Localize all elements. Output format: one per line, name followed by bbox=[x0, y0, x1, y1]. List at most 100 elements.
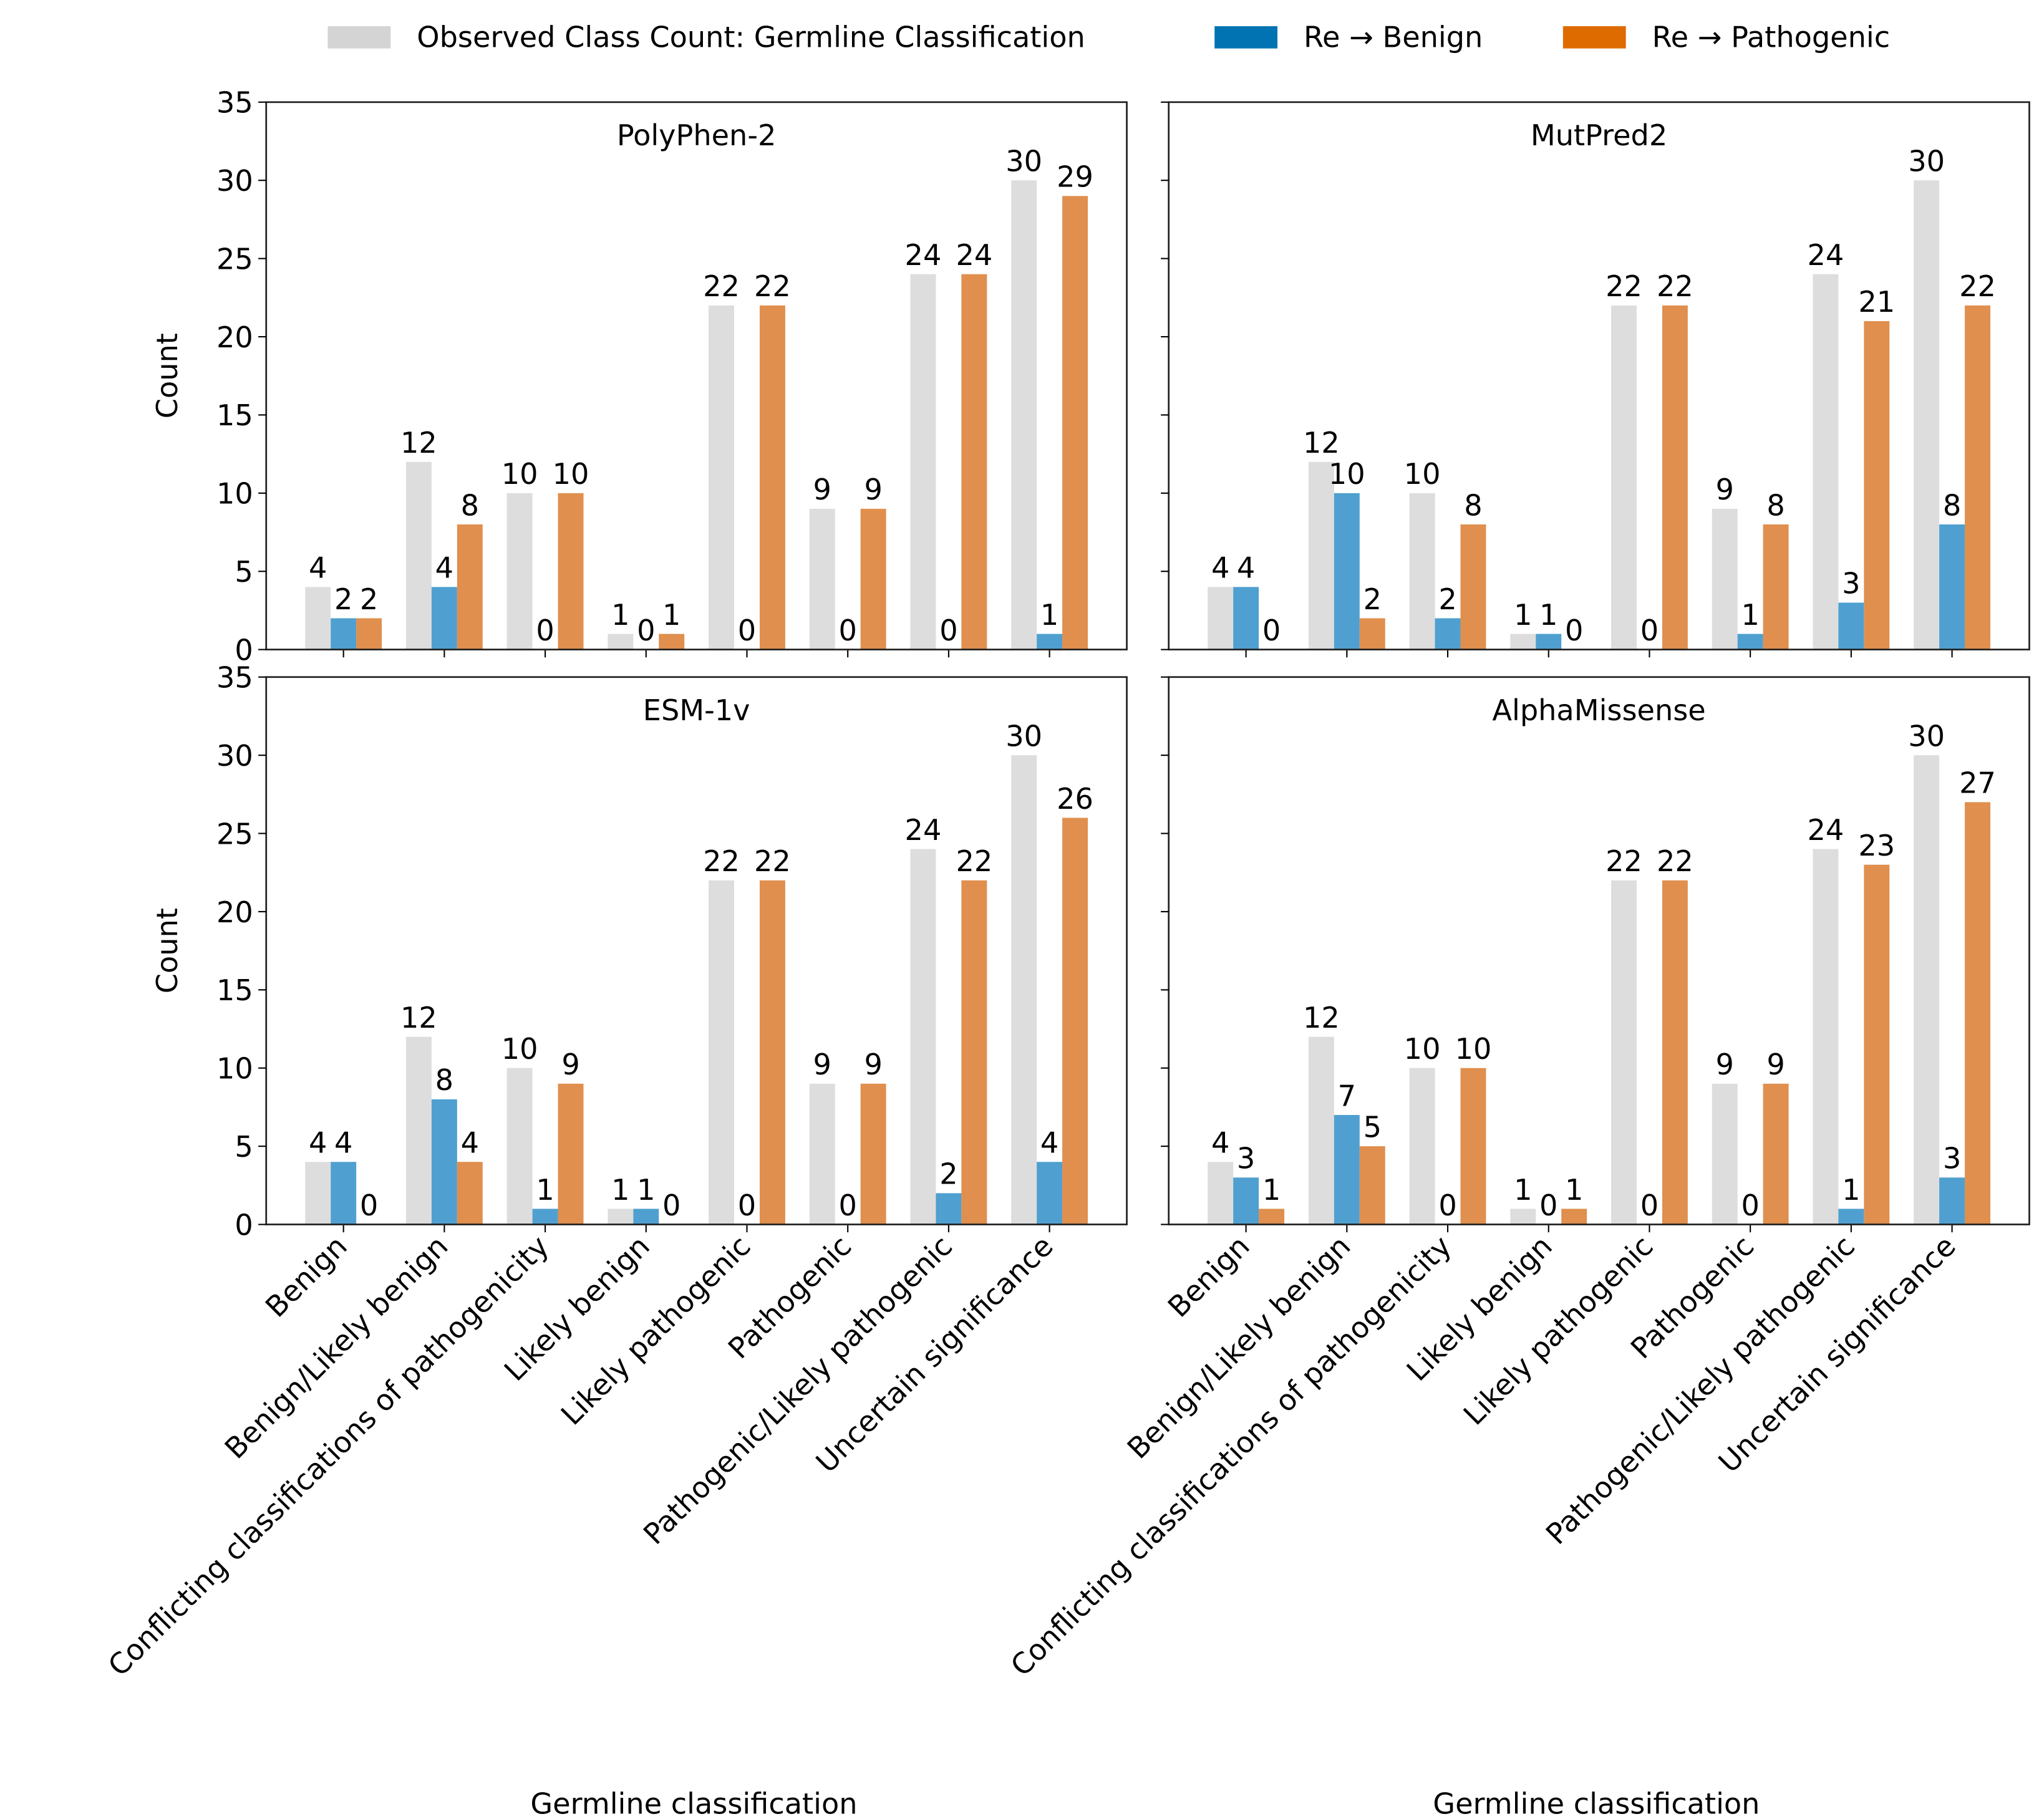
bar-value-label: 30 bbox=[1005, 719, 1042, 753]
bar bbox=[709, 305, 735, 650]
bar bbox=[1359, 618, 1385, 650]
bar bbox=[961, 880, 987, 1225]
bar bbox=[1838, 1209, 1864, 1225]
bar-value-label: 8 bbox=[435, 1063, 453, 1097]
bar-value-label: 0 bbox=[939, 614, 957, 647]
bar bbox=[1561, 1209, 1587, 1225]
bar-value-label: 4 bbox=[1040, 1126, 1058, 1160]
panel-title: PolyPhen-2 bbox=[617, 118, 776, 152]
legend-swatch bbox=[1562, 26, 1626, 49]
bar-value-label: 9 bbox=[1766, 1048, 1785, 1081]
y-tick-label: 30 bbox=[216, 739, 253, 773]
bar bbox=[1233, 1177, 1259, 1225]
bar bbox=[608, 634, 634, 650]
bar-value-label: 27 bbox=[1959, 766, 1996, 800]
y-tick-label: 15 bbox=[216, 973, 253, 1007]
bar bbox=[910, 849, 936, 1225]
bar-value-label: 0 bbox=[1565, 614, 1583, 647]
bar bbox=[506, 1068, 533, 1225]
bar bbox=[1914, 755, 1940, 1225]
bar bbox=[1259, 1209, 1285, 1225]
bar-value-label: 9 bbox=[1715, 1048, 1733, 1081]
bar-value-label: 22 bbox=[1959, 269, 1996, 303]
bar bbox=[1737, 634, 1763, 650]
x-tick-label: Benign bbox=[1161, 1229, 1256, 1324]
axes-frame bbox=[265, 676, 1128, 1225]
bar-value-label: 10 bbox=[1329, 457, 1365, 491]
bar bbox=[1308, 461, 1334, 650]
legend-label: Observed Class Count: Germline Classific… bbox=[417, 21, 1085, 54]
bar bbox=[633, 1209, 659, 1225]
bar-value-label: 22 bbox=[703, 844, 740, 878]
bar-value-label: 1 bbox=[1514, 598, 1532, 632]
bar bbox=[936, 1193, 962, 1225]
bar bbox=[457, 1162, 483, 1225]
bar-value-label: 0 bbox=[536, 614, 554, 647]
bar-value-label: 8 bbox=[461, 488, 479, 522]
bar bbox=[558, 493, 584, 650]
bar bbox=[1208, 587, 1234, 650]
bar bbox=[305, 1162, 331, 1225]
bar-value-label: 0 bbox=[1438, 1189, 1456, 1222]
bar-value-label: 30 bbox=[1908, 145, 1945, 178]
bar-value-label: 0 bbox=[838, 1189, 856, 1222]
bar-value-label: 2 bbox=[334, 582, 352, 616]
bar bbox=[1914, 180, 1940, 650]
y-tick-label: 35 bbox=[216, 86, 253, 120]
bar-value-label: 4 bbox=[334, 1126, 352, 1160]
bar-value-label: 12 bbox=[400, 1001, 437, 1035]
bar bbox=[1864, 321, 1890, 650]
bar-value-label: 10 bbox=[1404, 457, 1441, 491]
bar-value-label: 24 bbox=[956, 238, 992, 272]
y-tick-label: 15 bbox=[216, 398, 253, 432]
bar bbox=[759, 305, 785, 650]
bar-value-label: 0 bbox=[662, 1189, 681, 1222]
axes-frame bbox=[1168, 101, 2030, 651]
bar-value-label: 1 bbox=[1262, 1173, 1281, 1207]
y-tick-label: 25 bbox=[216, 242, 253, 276]
bar bbox=[860, 1083, 886, 1225]
bar bbox=[1409, 493, 1435, 650]
bar-value-label: 24 bbox=[905, 813, 942, 847]
bar bbox=[331, 618, 357, 650]
bar bbox=[405, 461, 432, 650]
bar-value-label: 9 bbox=[561, 1048, 579, 1081]
bar bbox=[1334, 1115, 1360, 1225]
y-tick-label: 30 bbox=[216, 164, 253, 198]
legend-swatch bbox=[1214, 26, 1278, 49]
y-axis-label: Count bbox=[150, 908, 184, 993]
bar bbox=[1037, 1162, 1063, 1225]
y-tick-label: 5 bbox=[235, 1130, 253, 1164]
bar-value-label: 0 bbox=[1262, 614, 1281, 647]
bar-value-label: 1 bbox=[1040, 598, 1058, 632]
bar bbox=[331, 1162, 357, 1225]
bar-value-label: 1 bbox=[1539, 598, 1557, 632]
y-tick-label: 20 bbox=[216, 321, 253, 354]
bar bbox=[1233, 587, 1259, 650]
bar bbox=[1611, 880, 1637, 1225]
bar-value-label: 0 bbox=[838, 614, 856, 647]
bar-value-label: 0 bbox=[1539, 1189, 1557, 1222]
bar-value-label: 5 bbox=[1363, 1110, 1382, 1144]
bar-value-label: 9 bbox=[813, 1048, 831, 1081]
bar bbox=[1510, 1209, 1536, 1225]
y-tick-label: 10 bbox=[216, 477, 253, 511]
x-axis-label: Germline classification bbox=[1433, 1787, 1760, 1819]
bar bbox=[1965, 802, 1990, 1225]
bar-value-label: 22 bbox=[1606, 269, 1642, 303]
bar-value-label: 1 bbox=[1565, 1173, 1583, 1207]
bar-value-label: 2 bbox=[939, 1157, 957, 1191]
bar bbox=[431, 1099, 457, 1225]
bar bbox=[1712, 1083, 1738, 1225]
bar-value-label: 8 bbox=[1464, 488, 1482, 522]
bar bbox=[506, 493, 533, 650]
bar-value-label: 4 bbox=[309, 551, 327, 585]
bar-value-label: 0 bbox=[1640, 1189, 1659, 1222]
legend-swatch bbox=[327, 26, 391, 49]
bar bbox=[1939, 1177, 1965, 1225]
